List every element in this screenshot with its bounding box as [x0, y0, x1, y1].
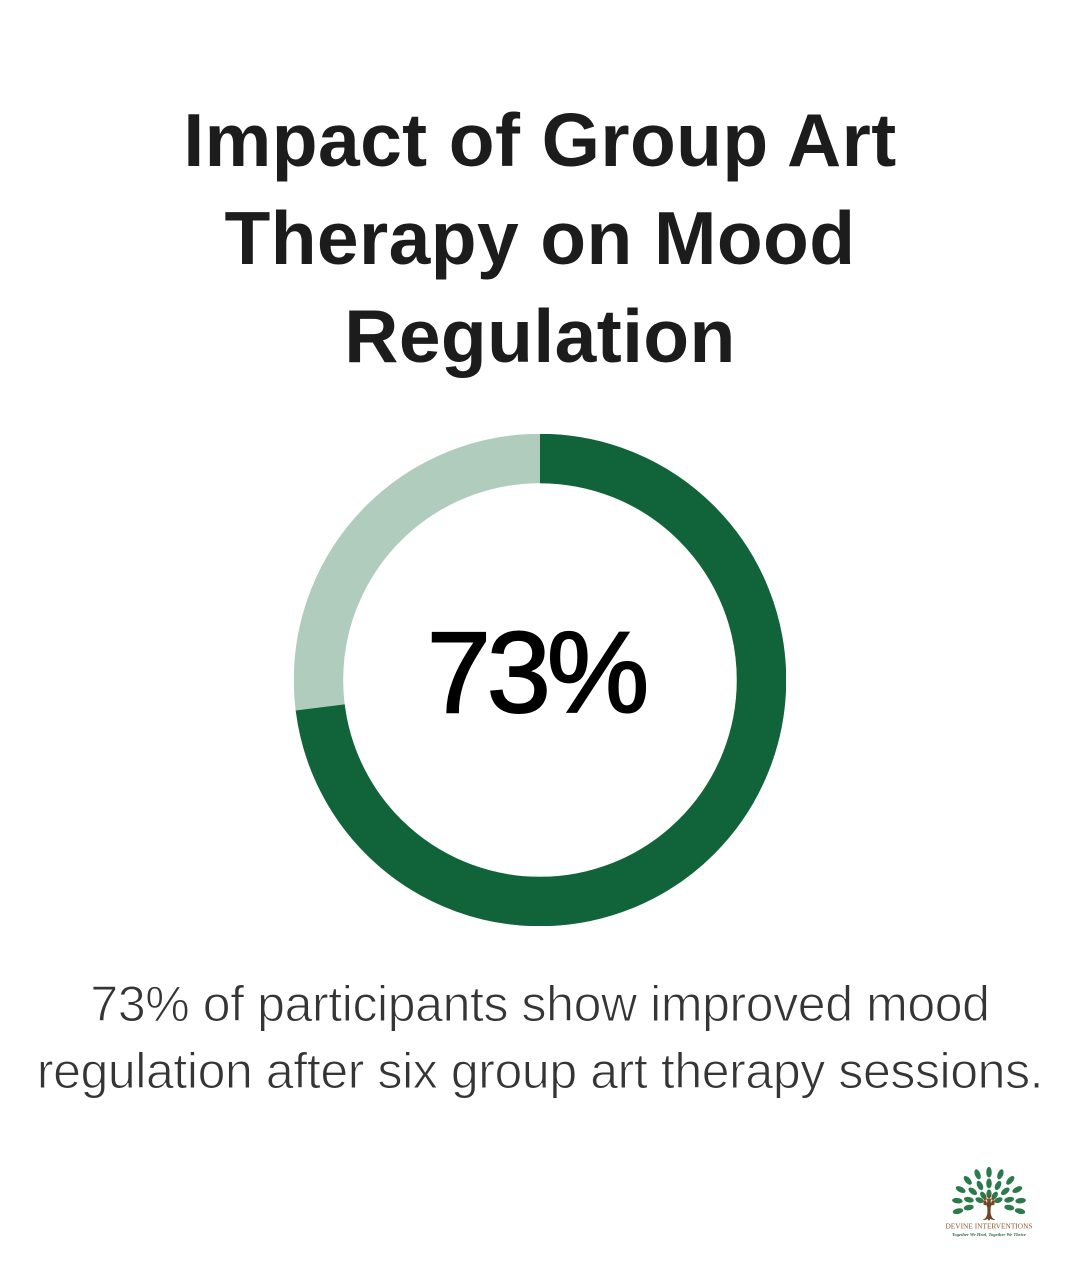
- svg-text:DEVINE INTERVENTIONS: DEVINE INTERVENTIONS: [946, 1221, 1033, 1230]
- svg-text:Together We Heal, Together We: Together We Heal, Together We Thrive: [952, 1232, 1026, 1237]
